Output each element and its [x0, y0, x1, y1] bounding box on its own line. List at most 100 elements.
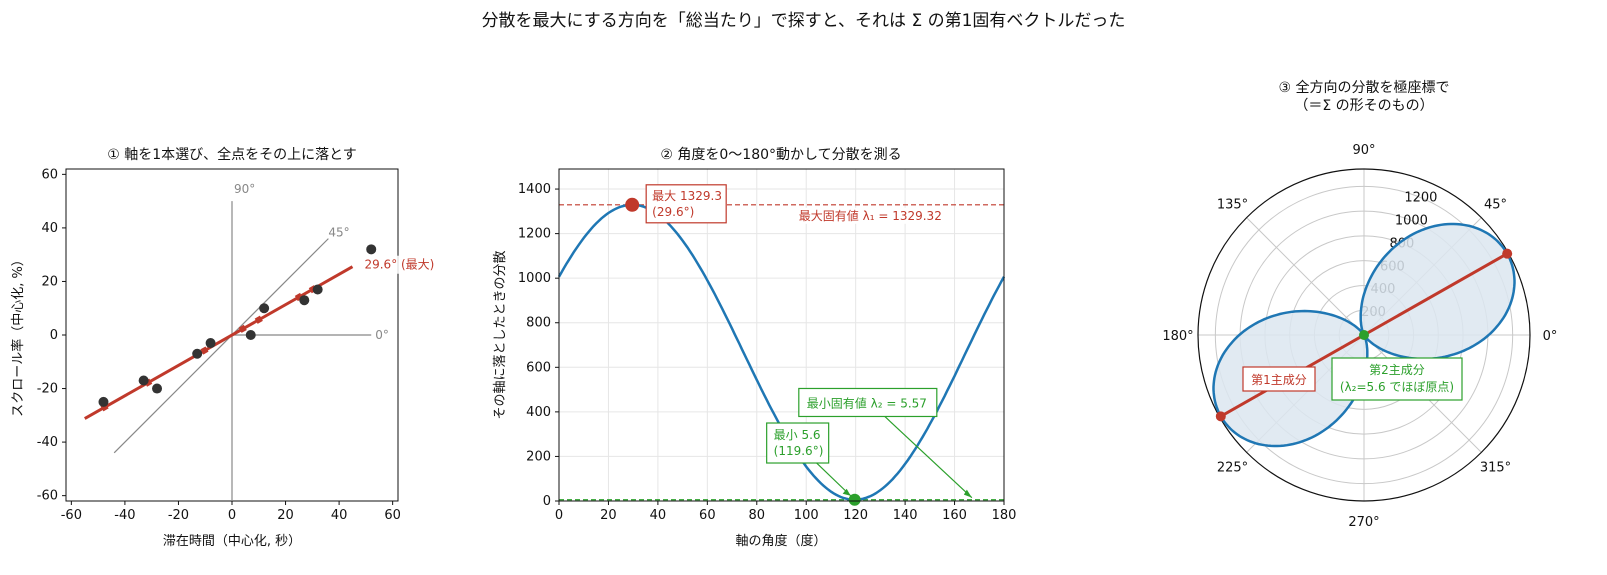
polar-pc1-label-box	[1242, 366, 1316, 392]
variance-y-tick-label: 1200	[518, 227, 551, 242]
variance-title: ② 角度を0〜180°動かして分散を測る	[660, 147, 901, 163]
polar-angle-tick-label: 270°	[1348, 515, 1379, 530]
polar-pc2-marker	[1359, 330, 1369, 340]
variance-min-eigenvalue-arrowhead	[963, 489, 972, 498]
variance-x-tick-label: 140	[893, 508, 918, 523]
figure-title: 分散を最大にする方向を「総当たり」で探すと、それは Σ の第1固有ベクトルだった	[481, 11, 1126, 31]
variance-max-marker	[625, 197, 640, 212]
scatter-point	[138, 375, 149, 386]
polar-angle-tick-label: 135°	[1217, 197, 1248, 212]
scatter-y-tick-label: -60	[37, 489, 58, 504]
scatter-guide-axis-label: 0°	[375, 328, 389, 342]
scatter-x-tick-label: -20	[168, 508, 189, 523]
variance-x-axis-label: 軸の角度（度）	[735, 533, 826, 549]
scatter-guide-axes: 0° 45° 90°	[113, 182, 389, 501]
variance-marks: 最大 1329.3 (29.6°) 最大固有値 λ₁ = 1329.32 最小固有値 …	[557, 184, 1006, 506]
variance-x-tick-label: 0	[555, 508, 563, 523]
scatter-point	[98, 396, 109, 407]
scatter-guide-axis-label: 45°	[328, 226, 349, 240]
variance-x-tick-label: 80	[749, 508, 766, 523]
scatter-point	[205, 338, 216, 349]
scatter-guide-axis-label: 90°	[234, 182, 255, 196]
scatter-point	[245, 330, 256, 340]
variance-x-tick-label: 160	[942, 508, 967, 523]
variance-x-tick-label: 120	[843, 508, 868, 523]
variance-y-axis-label: その軸に落としたときの分散	[493, 250, 508, 419]
variance-min-eigenvalue-label-box	[798, 387, 938, 418]
scatter-max-axis-line	[84, 265, 354, 420]
variance-y-tick-label: 1000	[518, 271, 551, 286]
scatter-point	[312, 284, 323, 295]
variance-max-eigenvalue-label: 最大固有値 λ₁ = 1329.32	[799, 208, 942, 223]
scatter-x-axis-label: 滞在時間（中心化, 秒）	[163, 534, 301, 549]
polar-angle-tick-label: 90°	[1352, 143, 1375, 158]
scatter-y-tick-label: -20	[37, 382, 58, 397]
polar-panel: ③ 全方向の分散を極座標で （＝Σ の形そのもの） 0° 45° 90° 135° 18…	[1162, 79, 1557, 530]
scatter-y-tick-label: 0	[50, 328, 58, 343]
variance-min-arrowhead	[842, 488, 851, 496]
variance-x-tick-label: 60	[699, 508, 716, 523]
scatter-y-tick-label: 60	[41, 167, 58, 182]
variance-max-label-line2: (29.6°)	[652, 205, 694, 219]
polar-pc1-endpoint	[1502, 248, 1513, 259]
scatter-point	[152, 383, 163, 394]
variance-y-tick-label: 0	[543, 494, 551, 509]
polar-angle-tick-label: 180°	[1162, 329, 1193, 344]
variance-max-label-box	[645, 184, 727, 224]
variance-min-arrow	[816, 462, 852, 497]
polar-angle-tick-label: 315°	[1480, 461, 1511, 476]
polar-angular-gridline	[1246, 217, 1365, 336]
variance-y-tick-label: 1400	[518, 182, 551, 197]
scatter-projected-point	[254, 315, 263, 324]
variance-line-panel: ② 角度を0〜180°動かして分散を測る 0 20 40 60 80 100 120 140 1…	[493, 147, 1016, 549]
scatter-x-tick-label: 20	[277, 508, 294, 523]
variance-y-tick-label: 400	[526, 405, 551, 420]
polar-angle-tick-label: 0°	[1543, 329, 1558, 344]
polar-angle-tick-label: 45°	[1484, 197, 1507, 212]
polar-angle-tick-label: 225°	[1217, 461, 1248, 476]
variance-min-eigenvalue-label: 最小固有値 λ₂ = 5.57	[807, 395, 927, 410]
variance-x-tick-label: 180	[992, 508, 1017, 523]
variance-min-label-line1: 最小 5.6	[774, 428, 821, 442]
scatter-axis-ticks: -60 -40 -20 0 20 40 60 -60 -40 -20 0 20 40 60	[37, 167, 401, 523]
variance-min-label-line2: (119.6°)	[774, 444, 824, 458]
scatter-point	[192, 348, 203, 359]
scatter-y-tick-label: -40	[37, 435, 58, 450]
polar-radius-tick-label: 1000	[1395, 214, 1428, 229]
variance-x-tick-label: 100	[794, 508, 819, 523]
scatter-y-tick-label: 40	[41, 221, 58, 236]
variance-axis-ticks: 0 20 40 60 80 100 120 140 160 180 0 200 400 600 800 100…	[518, 182, 1017, 523]
polar-pc1-endpoint	[1215, 411, 1226, 422]
scatter-guide-axis-line	[113, 238, 329, 454]
variance-plot-frame	[558, 168, 1005, 502]
scatter-x-tick-label: -60	[61, 508, 82, 523]
scatter-panel: ① 軸を1本選び、全点をその上に落とす -60 -40 -20 0 20 40 60 -60 -…	[10, 146, 439, 549]
scatter-max-axis-label: 29.6° (最大)	[364, 258, 434, 272]
variance-min-marker	[848, 493, 861, 506]
scatter-x-tick-label: 0	[228, 508, 236, 523]
polar-pc2-label-box	[1331, 357, 1463, 401]
scatter-point	[299, 295, 310, 306]
variance-y-tick-label: 600	[526, 360, 551, 375]
scatter-title: ① 軸を1本選び、全点をその上に落とす	[107, 146, 357, 163]
polar-pc1-label: 第1主成分	[1251, 373, 1307, 387]
scatter-point	[259, 303, 270, 314]
polar-outer-frame	[1197, 168, 1531, 502]
scatter-max-axis-label-bg	[362, 255, 439, 274]
polar-marks: 第1主成分 第2主成分 (λ₂=5.6 でほぼ原点)	[1212, 222, 1516, 448]
scatter-y-tick-label: 20	[41, 274, 58, 289]
scatter-x-tick-label: -40	[114, 508, 135, 523]
variance-x-tick-label: 40	[650, 508, 667, 523]
scatter-projected-point	[238, 324, 247, 333]
polar-title-line2: （＝Σ の形そのもの）	[1294, 98, 1433, 114]
polar-pc2-label-line2: (λ₂=5.6 でほぼ原点)	[1340, 380, 1454, 394]
scatter-y-axis-label: スクロール率（中心化, %）	[10, 253, 26, 417]
variance-max-eigenvalue-label-bg	[796, 207, 947, 224]
variance-min-eigenvalue-arrow	[884, 416, 973, 499]
variance-min-label-box	[766, 422, 830, 464]
polar-pc2-label-line1: 第2主成分	[1369, 363, 1425, 377]
scatter-x-tick-label: 40	[331, 508, 348, 523]
variance-x-tick-label: 20	[600, 508, 617, 523]
scatter-marks: 29.6° (最大)	[84, 244, 439, 420]
